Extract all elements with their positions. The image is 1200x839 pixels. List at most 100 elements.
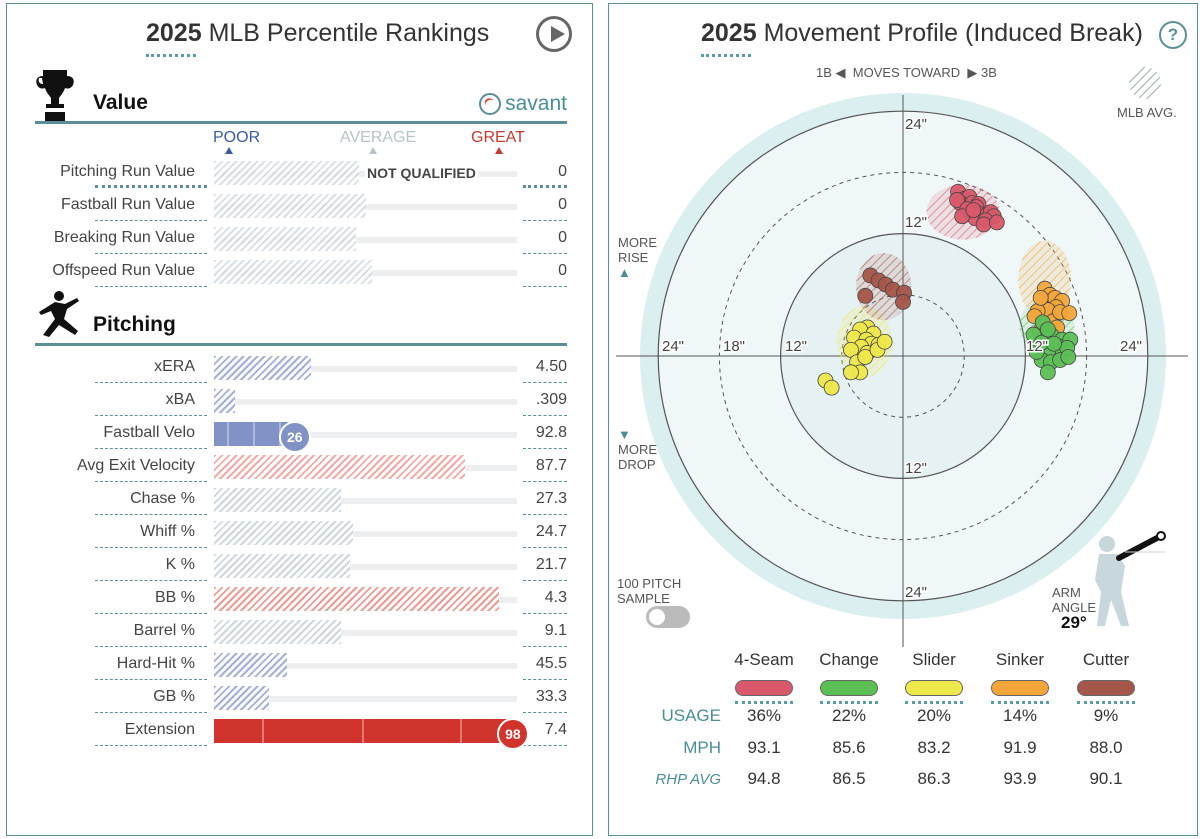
more-drop-label: ▼ MORE DROP [618,427,657,472]
pitch-point[interactable] [857,287,874,304]
metric-row[interactable]: Offspeed Run Value 0 [52,254,567,287]
metric-row[interactable]: Avg Exit Velocity 87.7 [77,449,567,482]
rhp-avg-value: 94.8 [747,769,781,788]
metric-value: 24.7 [535,523,567,540]
ring-label: 24" [905,116,927,133]
pitch-name: Change [819,650,879,669]
row-divider [95,286,207,287]
metric-row[interactable]: Pitching Run Value NOT QUALIFIED 0 [60,155,567,188]
percentile-tick [261,719,264,743]
percentile-bar [214,587,499,611]
pitch-color-pill[interactable] [1077,680,1135,696]
savant-logo[interactable]: savant [479,92,567,116]
pitch-point[interactable] [1039,364,1056,381]
pitch-name: Sinker [995,650,1045,669]
pitch-point[interactable] [988,214,1005,231]
pitch-point[interactable] [1046,335,1062,352]
metric-name: Whiff % [140,523,195,540]
metric-name: Fastball Velo [103,424,195,441]
help-icon[interactable]: ? [1159,21,1187,49]
scale-average-label: AVERAGE [340,129,417,146]
percentile-bar [214,719,511,743]
percentile-bar [214,488,342,512]
ring-label: 12" [905,460,927,477]
metric-row[interactable]: Hard-Hit % 45.5 [95,647,567,680]
scale-poor-label: POOR [213,129,261,146]
pitching-section-header: Pitching [35,288,567,346]
pitch-point[interactable] [1032,289,1049,306]
pitch-color-pill[interactable] [820,680,878,696]
baseball-icon [479,93,502,116]
metric-row[interactable]: Extension 98 7.4 [95,713,567,750]
rhp-avg-value: 93.9 [1003,769,1037,788]
metric-value: 9.1 [544,622,567,639]
metric-name: Hard-Hit % [116,655,195,672]
pill-underline [991,701,1049,704]
percentile-track [214,531,517,537]
pitch-color-pill[interactable] [991,680,1049,696]
metric-value: .309 [535,391,567,408]
title-underline [701,54,751,57]
pitch-color-pill[interactable] [735,680,793,696]
metric-row[interactable]: Barrel % 9.1 [95,614,567,647]
metric-row[interactable]: GB % 33.3 [95,680,567,713]
value-section-header: Value savant [35,66,567,124]
pitch-color-pill[interactable] [905,680,963,696]
average-marker-icon [369,147,377,154]
row-divider [95,646,207,647]
play-button[interactable] [536,16,572,52]
row-divider [95,382,207,383]
mph-value: 88.0 [1089,738,1123,757]
pitch-point[interactable] [1039,321,1056,338]
metric-value: 87.7 [535,457,567,474]
metric-row[interactable]: Chase % 27.3 [95,482,567,515]
pitch-point[interactable] [1061,305,1078,322]
row-divider [95,613,207,614]
metric-value: 7.4 [544,721,567,738]
percentile-track [214,432,517,438]
pitch-point[interactable] [876,333,893,350]
pitch-point[interactable] [895,294,911,310]
metric-name: xBA [165,391,195,408]
metric-name: GB % [153,688,195,705]
metric-row[interactable]: K % 21.7 [95,548,567,581]
metric-row[interactable]: Breaking Run Value 0 [54,221,567,254]
percentile-track [214,204,517,210]
metric-row[interactable]: Whiff % 24.7 [95,515,567,548]
usage-value: 22% [831,706,867,725]
rhp-avg-row-label: RHP AVG [655,771,721,788]
percentile-title: 2025 MLB Percentile Rankings [146,19,490,47]
pitch-point[interactable] [975,216,992,233]
rhp-avg-value: 90.1 [1089,769,1123,788]
pitch-point[interactable] [965,202,982,219]
pitch-point[interactable] [843,364,859,381]
pill-underline [905,701,963,704]
ring-label: 24" [1120,338,1142,355]
metric-name: Pitching Run Value [60,163,195,180]
percentile-track [214,498,517,504]
metric-row[interactable]: xBA .309 [95,383,567,416]
row-divider [95,253,207,254]
pitch-point[interactable] [949,192,965,208]
scale-great-label: GREAT [471,129,525,146]
row-divider [95,220,207,221]
metric-value: 0 [558,262,567,279]
percentile-bar [214,356,311,380]
pitch-point[interactable] [857,349,874,365]
metric-row[interactable]: Fastball Velo 26 92.8 [95,416,567,453]
percentile-bar [214,653,287,677]
pitch-point[interactable] [823,379,840,396]
percentile-bar [214,455,466,479]
pill-underline [735,701,793,704]
usage-row-label: USAGE [661,706,721,725]
arm-angle-label: ARM ANGLE [1052,585,1097,615]
metric-row[interactable]: Fastball Run Value 0 [61,188,567,221]
metric-row[interactable]: BB % 4.3 [95,581,567,614]
pitch-point[interactable] [1060,349,1077,365]
metric-value: 21.7 [535,556,567,573]
row-divider [523,185,567,188]
sample-toggle[interactable] [646,606,690,628]
percentile-tick [253,422,256,446]
metric-row[interactable]: xERA 4.50 [95,350,567,383]
